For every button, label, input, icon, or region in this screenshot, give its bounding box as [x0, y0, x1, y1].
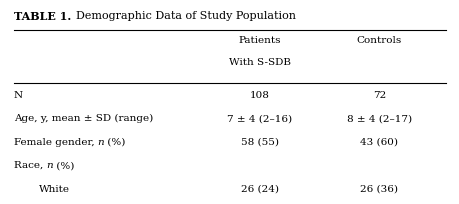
Text: Patients: Patients — [238, 36, 280, 45]
Text: 26 (36): 26 (36) — [360, 185, 397, 194]
Text: 43 (60): 43 (60) — [360, 138, 397, 147]
Text: 58 (55): 58 (55) — [241, 138, 278, 147]
Text: Age, y, mean ± SD (range): Age, y, mean ± SD (range) — [14, 114, 153, 123]
Text: (%): (%) — [53, 161, 74, 170]
Text: White: White — [39, 185, 70, 194]
Text: n: n — [46, 161, 53, 170]
Text: 72: 72 — [372, 91, 385, 100]
Text: 7 ± 4 (2–16): 7 ± 4 (2–16) — [227, 114, 292, 123]
Text: Controls: Controls — [356, 36, 401, 45]
Text: (%): (%) — [104, 138, 125, 147]
Text: N: N — [14, 91, 23, 100]
Text: 8 ± 4 (2–17): 8 ± 4 (2–17) — [346, 114, 411, 123]
Text: 108: 108 — [249, 91, 269, 100]
Text: Female gender,: Female gender, — [14, 138, 97, 147]
Text: With S-SDB: With S-SDB — [229, 58, 290, 67]
Text: 26 (24): 26 (24) — [241, 185, 278, 194]
Text: Race,: Race, — [14, 161, 46, 170]
Text: n: n — [97, 138, 104, 147]
Text: Demographic Data of Study Population: Demographic Data of Study Population — [62, 11, 296, 21]
Text: TABLE 1.: TABLE 1. — [14, 11, 71, 22]
